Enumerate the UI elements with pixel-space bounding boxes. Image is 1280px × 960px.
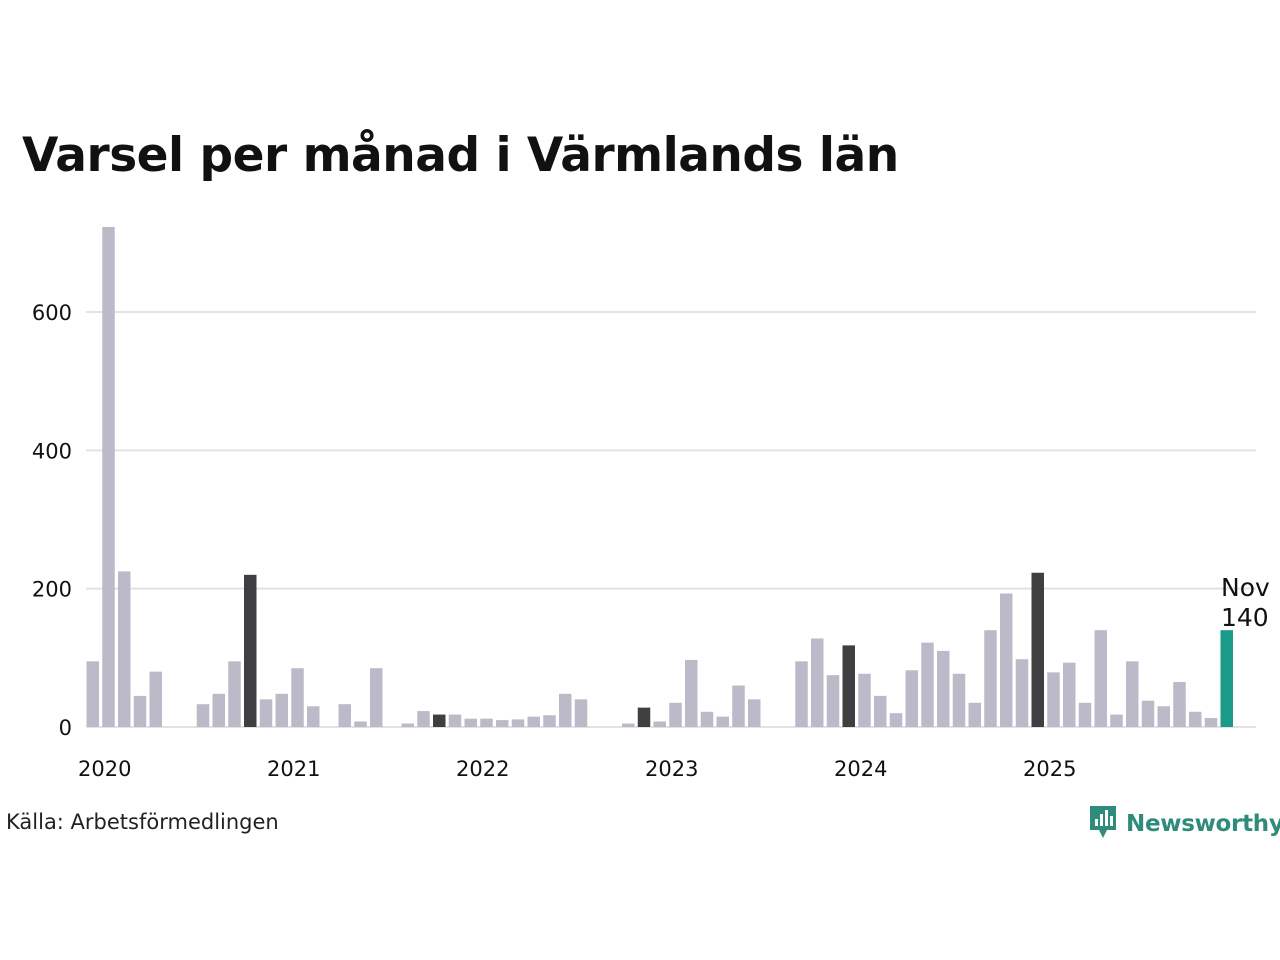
bar xyxy=(574,699,588,727)
bar xyxy=(700,711,714,727)
bar xyxy=(244,574,257,727)
bar xyxy=(1078,702,1092,727)
source-note: Källa: Arbetsförmedlingen xyxy=(6,810,279,834)
bar xyxy=(228,661,241,727)
bar xyxy=(858,673,871,727)
bar xyxy=(275,693,288,727)
y-tick-label: 200 xyxy=(32,578,72,602)
bar xyxy=(952,673,966,727)
bar xyxy=(1063,662,1076,727)
bar xyxy=(118,571,131,727)
bar xyxy=(480,718,493,727)
bar xyxy=(716,716,729,727)
bar xyxy=(307,706,320,727)
bars xyxy=(86,226,1233,728)
bar xyxy=(1173,682,1186,727)
bar xyxy=(417,711,430,727)
bar xyxy=(401,723,414,727)
x-tick-label: 2025 xyxy=(1023,757,1076,781)
annotation-month: Nov xyxy=(1221,573,1270,602)
bar xyxy=(1220,630,1233,727)
bar xyxy=(338,704,351,727)
bar xyxy=(795,661,808,727)
bar xyxy=(622,723,635,727)
bar xyxy=(1094,630,1107,727)
bar xyxy=(1204,718,1218,727)
bar xyxy=(889,713,903,727)
bar-chart: 0 200 400 600 2020 2021 2022 2023 2024 2025 Nov14… xyxy=(32,226,1270,781)
y-tick-label: 400 xyxy=(32,439,72,463)
bar xyxy=(464,718,477,727)
y-tick-label: 0 xyxy=(59,716,72,740)
bar xyxy=(1047,672,1060,727)
grid-lines xyxy=(86,311,1256,728)
bar xyxy=(669,702,682,727)
newsworthy-logo-icon xyxy=(1088,804,1118,844)
bar xyxy=(1157,706,1170,727)
page-title: Varsel per månad i Värmlands län xyxy=(22,128,899,183)
bar xyxy=(811,638,824,727)
y-tick-label: 600 xyxy=(32,301,72,325)
bar xyxy=(433,714,446,727)
bar xyxy=(921,642,934,727)
bar xyxy=(133,695,147,727)
bar xyxy=(937,650,950,727)
bar xyxy=(496,720,509,727)
bar xyxy=(748,699,761,727)
bar xyxy=(1189,711,1202,727)
annotation-value: 140 xyxy=(1221,603,1269,632)
bar xyxy=(905,670,918,727)
bar xyxy=(968,702,981,727)
bar xyxy=(291,668,304,727)
bar xyxy=(1015,659,1029,727)
bar xyxy=(86,661,99,727)
bar xyxy=(984,630,997,727)
bar xyxy=(732,685,745,727)
bar xyxy=(543,715,556,727)
bar xyxy=(511,719,525,727)
bar xyxy=(1110,714,1123,727)
bar xyxy=(637,707,651,727)
bar xyxy=(196,704,210,727)
x-tick-label: 2024 xyxy=(834,757,887,781)
bar xyxy=(874,695,887,727)
axis-labels: 0 200 400 600 2020 2021 2022 2023 2024 2025 xyxy=(32,301,1077,781)
x-tick-label: 2020 xyxy=(78,757,131,781)
bar xyxy=(212,693,225,727)
x-tick-label: 2021 xyxy=(267,757,320,781)
bar xyxy=(559,693,572,727)
bar xyxy=(370,668,383,727)
bar xyxy=(1126,661,1139,727)
x-tick-label: 2022 xyxy=(456,757,509,781)
bar xyxy=(259,699,273,727)
bar xyxy=(1000,593,1013,727)
bar xyxy=(1031,572,1044,727)
x-tick-label: 2023 xyxy=(645,757,698,781)
brand-name: Newsworthy xyxy=(1126,811,1280,837)
bar xyxy=(685,659,698,727)
bar xyxy=(826,675,840,727)
bar xyxy=(842,645,855,727)
bar xyxy=(1141,700,1155,727)
bar xyxy=(354,721,367,727)
bar xyxy=(448,714,462,727)
bar xyxy=(527,716,540,727)
bar xyxy=(653,721,666,727)
brand-logo[interactable]: Newsworthy xyxy=(1088,804,1280,844)
bar xyxy=(149,671,162,727)
bar xyxy=(102,226,115,728)
